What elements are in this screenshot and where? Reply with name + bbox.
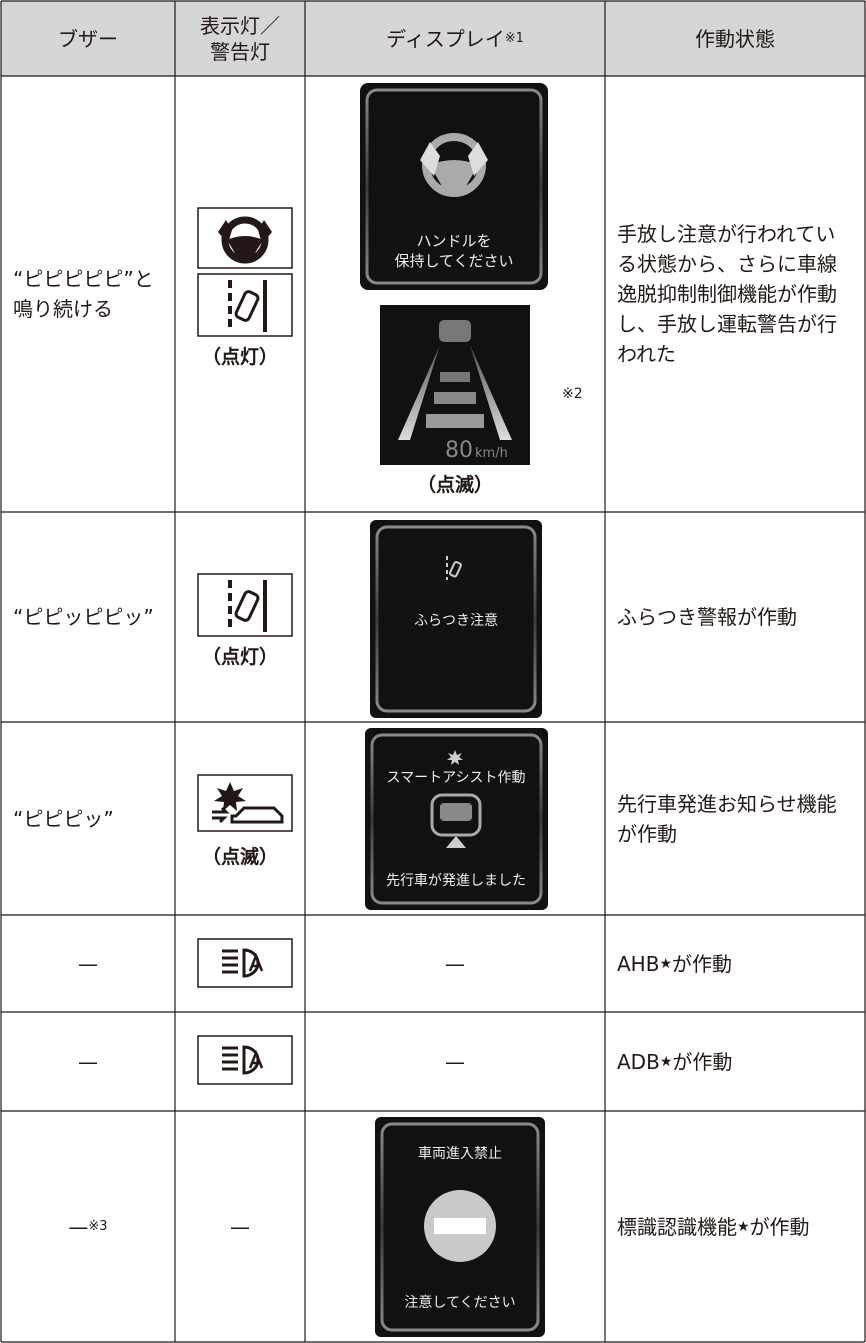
start-notice-icon xyxy=(197,774,293,832)
display-text: — xyxy=(445,1049,465,1074)
header-cell: ディスプレイ ※1 xyxy=(386,26,524,51)
status-text: 手放し注意が行われている状態から、さらに車線逸脱抑制制御機能が作動し、手放し運転… xyxy=(617,222,837,366)
speed-value: 80 xyxy=(445,438,473,463)
header-text: 作動状態 xyxy=(695,26,775,51)
display-text: — xyxy=(445,951,465,976)
status-cell: 手放し注意が行われている状態から、さらに車線逸脱抑制制御機能が作動し、手放し運転… xyxy=(605,76,865,512)
display-text: 先行車が発進しました xyxy=(386,872,526,889)
header-cell: 作動状態 xyxy=(605,1,865,76)
lane-display: 80 km/h xyxy=(380,305,530,465)
buzzer-text: — xyxy=(78,1049,98,1074)
display-text: 注意してください xyxy=(404,1295,515,1311)
display-screen: 車両進入禁止 注意してください xyxy=(375,1117,545,1337)
indicator-cell: — xyxy=(175,1111,305,1342)
adb-icon xyxy=(197,1035,293,1085)
lane-icon xyxy=(197,573,293,637)
header-text: 表示灯／ xyxy=(200,13,280,38)
display-text: ハンドルを xyxy=(416,232,491,250)
indicator-text: — xyxy=(230,1214,250,1239)
buzzer-cell: “ピピピッ” xyxy=(1,722,175,915)
buzzer-cell: — xyxy=(1,915,175,1012)
buzzer-text: “ピピピッ” xyxy=(13,806,114,831)
status-text: が作動 xyxy=(672,1049,733,1074)
status-text: が作動 xyxy=(672,951,733,976)
indicator-label: （点灯） xyxy=(201,346,278,368)
display-text: スマートアシスト作動 xyxy=(386,770,525,786)
buzzer-cell: “ピピッピピッ” xyxy=(1,512,175,722)
display-screen: スマートアシスト作動 先行車が発進しました xyxy=(365,728,548,910)
status-cell: AHB ★ が作動 xyxy=(605,915,865,1012)
buzzer-cell: — xyxy=(1,1012,175,1111)
display-text: 車両進入禁止 xyxy=(418,1145,502,1162)
buzzer-cell: “ピピピピピ”と 鳴り続ける xyxy=(1,76,175,512)
display-text: 保持してください xyxy=(394,252,513,270)
status-text: ADB xyxy=(617,1049,660,1074)
buzzer-text: 鳴り続ける xyxy=(13,297,113,321)
header-text: ブザー xyxy=(58,26,118,51)
header-background xyxy=(1,1,865,76)
header-cell: 表示灯／ 警告灯 xyxy=(175,1,305,76)
ahb-icon xyxy=(197,938,293,988)
indicator-label: （点灯） xyxy=(201,646,278,668)
display-cell: — xyxy=(305,915,605,1012)
footnote-mark: ※2 xyxy=(562,386,583,402)
status-cell: 先行車発進お知らせ機能が作動 xyxy=(605,722,865,915)
display-screen: ハンドルを 保持してください xyxy=(360,83,548,290)
status-cell: ふらつき警報が作動 xyxy=(605,512,865,722)
buzzer-text: — xyxy=(78,951,98,976)
header-text: 警告灯 xyxy=(210,39,270,64)
buzzer-text: “ピピピピピ”と xyxy=(13,267,154,291)
buzzer-text: — xyxy=(68,1214,89,1239)
header-text: ディスプレイ xyxy=(386,26,505,51)
display-text: ふらつき注意 xyxy=(414,613,498,629)
status-text: 先行車発進お知らせ機能が作動 xyxy=(617,791,837,846)
buzzer-cell: — ※3 xyxy=(1,1111,175,1342)
lane-icon xyxy=(197,273,293,337)
speed-unit: km/h xyxy=(475,446,508,461)
steering-icon xyxy=(197,207,293,269)
indicator-label: （点滅） xyxy=(201,846,278,868)
status-text: AHB xyxy=(617,951,660,976)
display-screen: ふらつき注意 xyxy=(370,520,542,718)
status-text: ふらつき警報が作動 xyxy=(617,605,797,629)
status-cell: 標識認識機能 ★ が作動 xyxy=(605,1111,865,1342)
header-cell: ブザー xyxy=(1,1,175,76)
status-text: が作動 xyxy=(749,1214,810,1239)
display-label: （点滅） xyxy=(416,474,493,496)
display-cell: — xyxy=(305,1012,605,1111)
status-cell: ADB ★ が作動 xyxy=(605,1012,865,1111)
buzzer-text: “ピピッピピッ” xyxy=(13,605,154,629)
status-text: 標識認識機能 xyxy=(617,1214,737,1239)
